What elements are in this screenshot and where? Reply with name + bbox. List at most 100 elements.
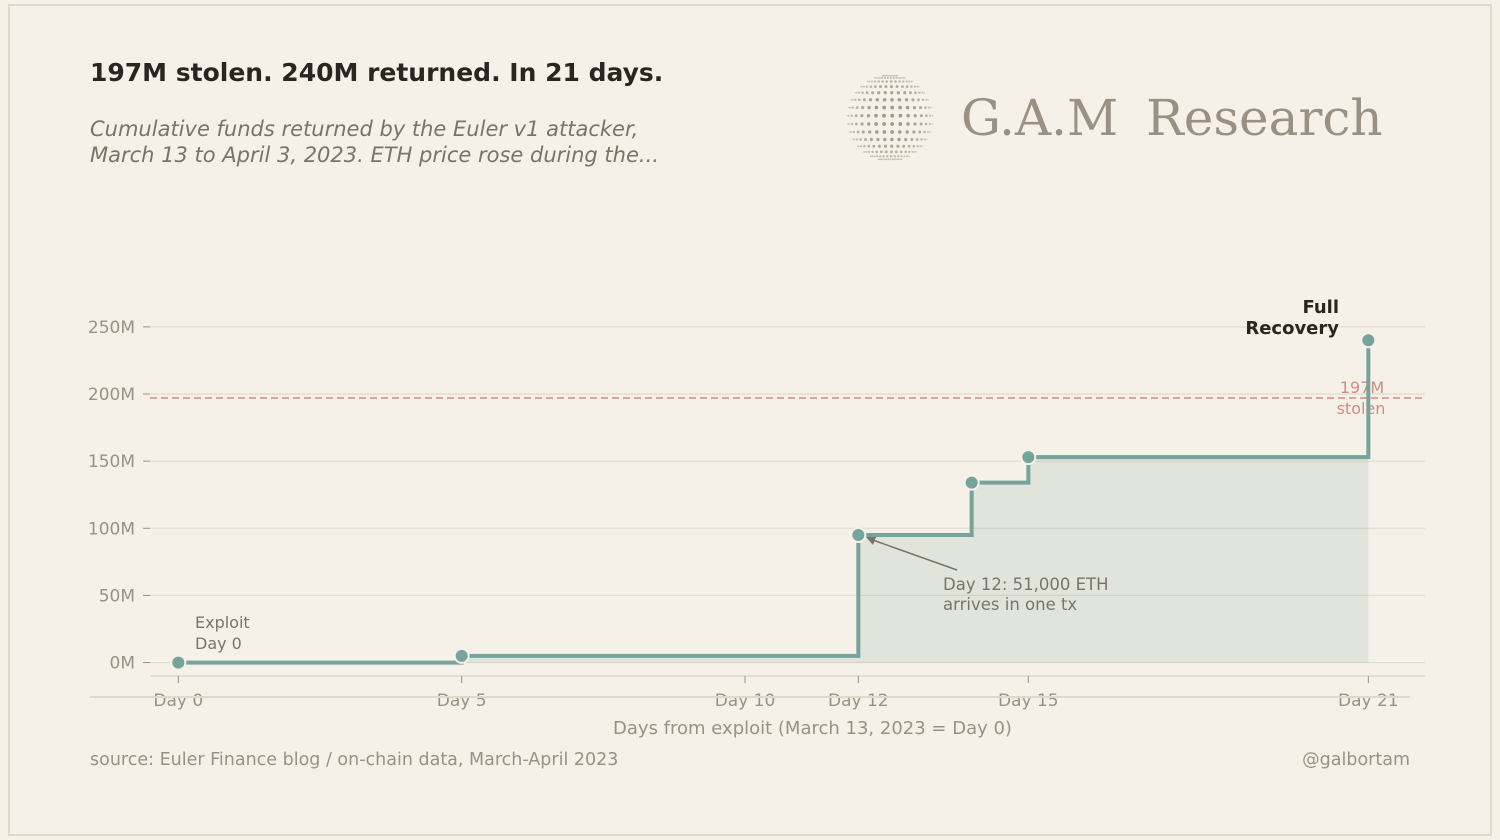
- globe-dot: [874, 122, 878, 126]
- globe-dot: [905, 80, 908, 83]
- globe-dot: [860, 85, 862, 88]
- globe-dot: [870, 80, 874, 83]
- globe-dot: [904, 98, 909, 102]
- author-handle: @galbortam: [1302, 750, 1410, 770]
- globe-dot: [885, 158, 888, 161]
- globe-dot: [894, 158, 896, 161]
- globe-dot: [855, 106, 859, 109]
- y-tick-label: 150M: [88, 452, 135, 472]
- globe-dot: [873, 85, 877, 88]
- globe-dot: [869, 137, 873, 142]
- globe-dot: [895, 150, 898, 154]
- brand-name: G.A.M Research: [961, 89, 1383, 147]
- globe-dot: [900, 76, 903, 79]
- annotation-arrow-line: [869, 538, 958, 571]
- globe-dot: [896, 75, 898, 77]
- x-axis-label: Days from exploit (March 13, 2023 = Day …: [613, 718, 1012, 739]
- globe-dot: [915, 151, 917, 153]
- globe-dot: [910, 85, 913, 88]
- globe-dot: [882, 122, 886, 126]
- globe-dot: [894, 80, 897, 83]
- globe-dot: [888, 74, 890, 77]
- globe-dot: [923, 138, 926, 141]
- globe-dot: [861, 91, 864, 94]
- chart-subtitle: Cumulative funds returned by the Euler v…: [90, 116, 750, 168]
- globe-dot: [890, 150, 893, 154]
- globe-dot: [881, 80, 884, 83]
- globe-dot: [908, 80, 911, 83]
- globe-dot: [850, 99, 852, 101]
- globe-dot: [859, 138, 862, 141]
- globe-dot: [912, 130, 916, 134]
- globe-dot: [849, 131, 852, 133]
- globe-dot: [930, 106, 932, 109]
- globe-dot: [848, 106, 851, 109]
- globe-dot: [870, 155, 872, 158]
- globe-dot: [885, 74, 888, 77]
- data-point: [453, 647, 470, 664]
- globe-dot: [883, 137, 887, 142]
- globe-dot: [862, 85, 865, 88]
- globe-dot: [878, 76, 881, 79]
- globe-dot: [902, 144, 906, 148]
- y-tick-label: 0M: [110, 654, 135, 674]
- y-tick-label: 100M: [88, 519, 135, 539]
- globe-dot: [903, 155, 906, 158]
- globe-dot: [890, 74, 893, 77]
- reference-label-text: stolen: [1337, 399, 1386, 418]
- globe-dot: [886, 74, 889, 77]
- globe-dot: [898, 122, 903, 126]
- globe-dot: [898, 130, 902, 134]
- globe-dot: [889, 76, 892, 79]
- globe-dot: [847, 106, 850, 109]
- chart-title: 197M stolen. 240M returned. In 21 days.: [90, 58, 664, 87]
- globe-dot: [877, 80, 880, 83]
- globe-dot: [853, 138, 856, 141]
- globe-dot: [896, 75, 899, 77]
- reference-label-value: 197M: [1340, 378, 1384, 397]
- globe-dot: [885, 80, 889, 83]
- globe-dot: [902, 77, 904, 79]
- globe-dot: [897, 98, 902, 102]
- subtitle-line-2: March 13 to April 3, 2023. ETH price ros…: [90, 143, 659, 167]
- globe-dot: [905, 155, 908, 158]
- globe-dot: [895, 74, 898, 77]
- globe-dot: [872, 144, 876, 148]
- globe-dot: [865, 85, 869, 88]
- globe-dot: [875, 130, 879, 134]
- globe-dot: [869, 155, 872, 157]
- globe-dot: [898, 105, 902, 110]
- data-point: [963, 474, 980, 491]
- globe-dot: [871, 150, 874, 154]
- x-tick-label: Day 0: [153, 691, 203, 711]
- globe-dot: [897, 158, 900, 161]
- globe-dot: [877, 144, 881, 148]
- globe-dot: [873, 77, 876, 79]
- globe-dot: [865, 91, 869, 95]
- globe-dot: [895, 76, 898, 79]
- globe-dot: [921, 98, 925, 102]
- globe-dot: [893, 74, 896, 77]
- globe-dot: [854, 92, 856, 94]
- globe-dot: [860, 145, 863, 148]
- globe-dot: [914, 91, 917, 95]
- globe-dot: [911, 150, 914, 153]
- globe-dot: [889, 158, 892, 161]
- x-tick-label: Day 21: [1338, 691, 1399, 711]
- globe-dot: [889, 155, 893, 158]
- globe-dot: [907, 155, 910, 158]
- globe-dot: [906, 122, 910, 126]
- globe-dot: [900, 155, 903, 158]
- globe-dot: [884, 150, 888, 154]
- globe-dot: [882, 98, 887, 102]
- globe-dot: [882, 105, 887, 110]
- globe-dot: [913, 151, 916, 153]
- globe-dot: [882, 75, 884, 77]
- globe-dot: [862, 151, 865, 153]
- globe-dot: [852, 130, 855, 134]
- globe-dot: [925, 138, 928, 141]
- globe-dot: [871, 91, 875, 95]
- globe-dot: [868, 98, 873, 102]
- y-tick-label: 200M: [88, 385, 135, 405]
